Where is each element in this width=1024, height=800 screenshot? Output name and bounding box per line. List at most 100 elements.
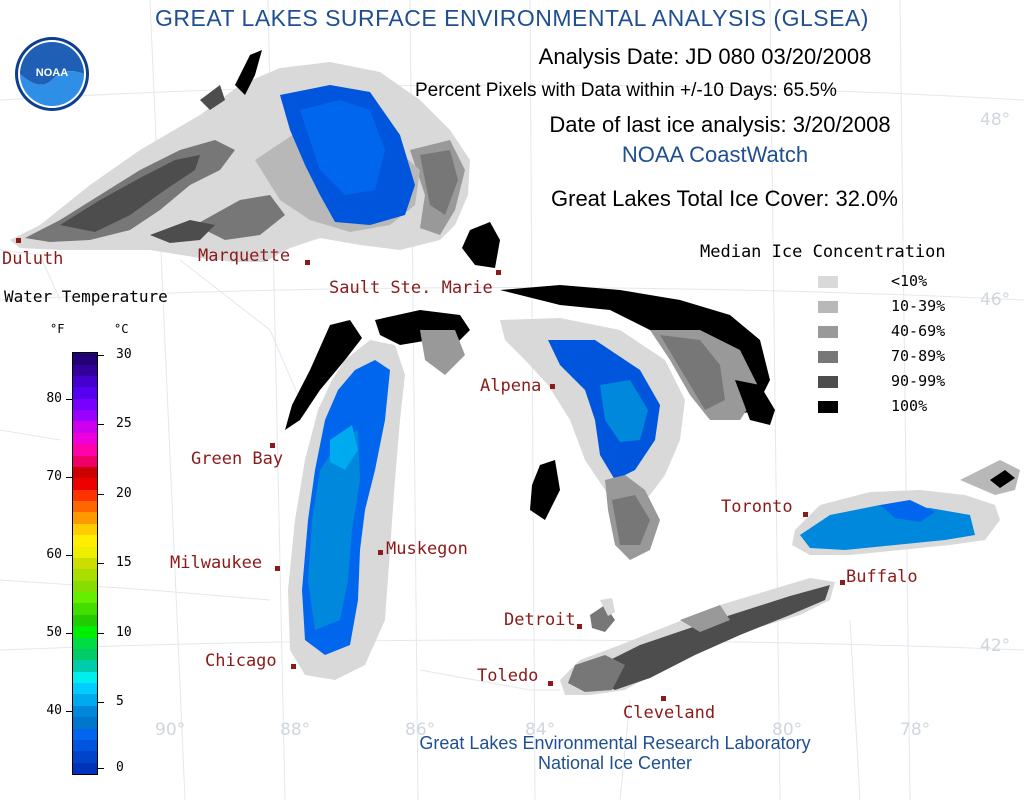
lon-label-84: 84° — [525, 720, 556, 740]
colorbar-step — [73, 421, 97, 433]
colorbar-step — [73, 466, 97, 479]
colorbar-step — [73, 592, 97, 604]
colorbar-step — [73, 580, 97, 592]
f-tick-50: 50 — [46, 625, 62, 640]
last-ice-analysis: Date of last ice analysis: 3/20/2008 — [549, 112, 891, 137]
c-tick-25: 25 — [116, 416, 132, 431]
lon-label-90: 90° — [155, 720, 186, 740]
city-dot-toronto — [803, 512, 808, 517]
c-tick-0: 0 — [116, 760, 124, 775]
city-label-buffalo: Buffalo — [846, 567, 918, 587]
colorbar-step — [73, 546, 97, 558]
total-ice-cover: Great Lakes Total Ice Cover: 32.0% — [551, 186, 898, 211]
page-title: GREAT LAKES SURFACE ENVIRONMENTAL ANALYS… — [155, 5, 869, 31]
c-tick-mark-25 — [98, 424, 104, 425]
city-dot-alpena — [550, 384, 555, 389]
ice-label-90-99: 90-99% — [891, 372, 946, 390]
city-dot-duluth — [16, 238, 21, 243]
state-borders — [0, 249, 861, 800]
colorbar-step — [73, 398, 97, 410]
lat-label-42: 42° — [980, 636, 1011, 656]
noaa-logo-text: NOAA — [36, 67, 68, 79]
f-tick-70: 70 — [46, 469, 62, 484]
colorbar-step — [73, 387, 97, 399]
colorbar-step — [73, 489, 97, 501]
water-temp-title: Water Temperature — [4, 287, 168, 306]
c-tick-mark-0 — [98, 768, 104, 769]
colorbar-step — [73, 455, 97, 467]
colorbar-step — [73, 637, 97, 649]
city-dot-cleveland — [661, 696, 666, 701]
c-tick-15: 15 — [116, 555, 132, 570]
c-tick-20: 20 — [116, 486, 132, 501]
ice-swatch-90-99 — [818, 376, 838, 388]
colorbar-step — [73, 432, 97, 445]
city-dot-toledo — [548, 681, 553, 686]
colorbar-step — [73, 694, 97, 706]
city-label-green-bay: Green Bay — [191, 449, 284, 469]
colorbar-step — [73, 717, 97, 729]
ice-label-100: 100% — [891, 397, 928, 415]
colorbar-step — [73, 671, 97, 683]
city-label-toronto: Toronto — [721, 497, 793, 517]
ice-swatch-lt10 — [818, 276, 838, 288]
unit-celsius: °C — [114, 322, 129, 336]
city-dot-marquette — [305, 260, 310, 265]
lake-michigan — [285, 310, 470, 680]
st-clair-edge — [600, 598, 615, 616]
city-dot-detroit — [577, 624, 582, 629]
f-tick-mark-80 — [66, 399, 72, 400]
lon-label-80: 80° — [772, 720, 803, 740]
colorbar-step — [73, 683, 97, 695]
city-label-cleveland: Cleveland — [623, 703, 716, 723]
ice-swatch-10-39 — [818, 301, 838, 313]
city-label-marquette: Marquette — [198, 246, 291, 266]
colorbar-step — [73, 444, 97, 456]
city-dot-muskegon — [378, 550, 383, 555]
f-tick-mark-60 — [66, 555, 72, 556]
colorbar-step — [73, 603, 97, 615]
colorbar-step — [73, 375, 97, 388]
lon-label-78: 78° — [900, 720, 931, 740]
source-label: NOAA CoastWatch — [621, 142, 809, 167]
city-label-alpena: Alpena — [480, 376, 542, 396]
city-label-sault-ste-marie: Sault Ste. Marie — [329, 278, 493, 298]
lon-label-86: 86° — [405, 720, 436, 740]
percent-pixels: Percent Pixels with Data within +/-10 Da… — [415, 80, 837, 101]
noaa-logo: NOAA — [15, 37, 89, 111]
colorbar-step — [73, 512, 97, 524]
colorbar-step — [73, 557, 97, 570]
water-temp-colorbar — [72, 352, 98, 775]
city-label-milwaukee: Milwaukee — [170, 553, 263, 573]
analysis-date: Analysis Date: JD 080 03/20/2008 — [538, 44, 872, 69]
unit-fahrenheit: °F — [50, 322, 65, 336]
c-tick-mark-5 — [98, 702, 104, 703]
city-label-duluth: Duluth — [2, 249, 64, 269]
f-tick-80: 80 — [46, 391, 62, 406]
colorbar-step — [73, 739, 97, 752]
c-tick-mark-30 — [98, 355, 104, 356]
city-dot-green-bay — [270, 443, 275, 448]
f-tick-40: 40 — [46, 703, 62, 718]
ice-label-40-69: 40-69% — [891, 322, 946, 340]
city-dot-sault-ste-marie — [496, 270, 501, 275]
colorbar-step — [73, 353, 97, 365]
city-label-toledo: Toledo — [477, 666, 539, 686]
lon-label-88: 88° — [280, 720, 311, 740]
c-tick-mark-15 — [98, 563, 104, 564]
ice-swatch-70-89 — [818, 351, 838, 363]
ice-label-70-89: 70-89% — [891, 347, 946, 365]
lake-superior — [10, 50, 500, 268]
lake-erie — [560, 578, 835, 695]
city-label-chicago: Chicago — [205, 651, 277, 671]
colorbar-step — [73, 364, 97, 376]
colorbar-step — [73, 648, 97, 661]
colorbar-step — [73, 614, 97, 627]
colorbar-step — [73, 751, 97, 763]
f-tick-mark-40 — [66, 711, 72, 712]
city-label-detroit: Detroit — [504, 610, 576, 630]
colorbar-step — [73, 478, 97, 490]
f-tick-60: 60 — [46, 547, 62, 562]
ice-legend-title: Median Ice Concentration — [700, 242, 946, 262]
